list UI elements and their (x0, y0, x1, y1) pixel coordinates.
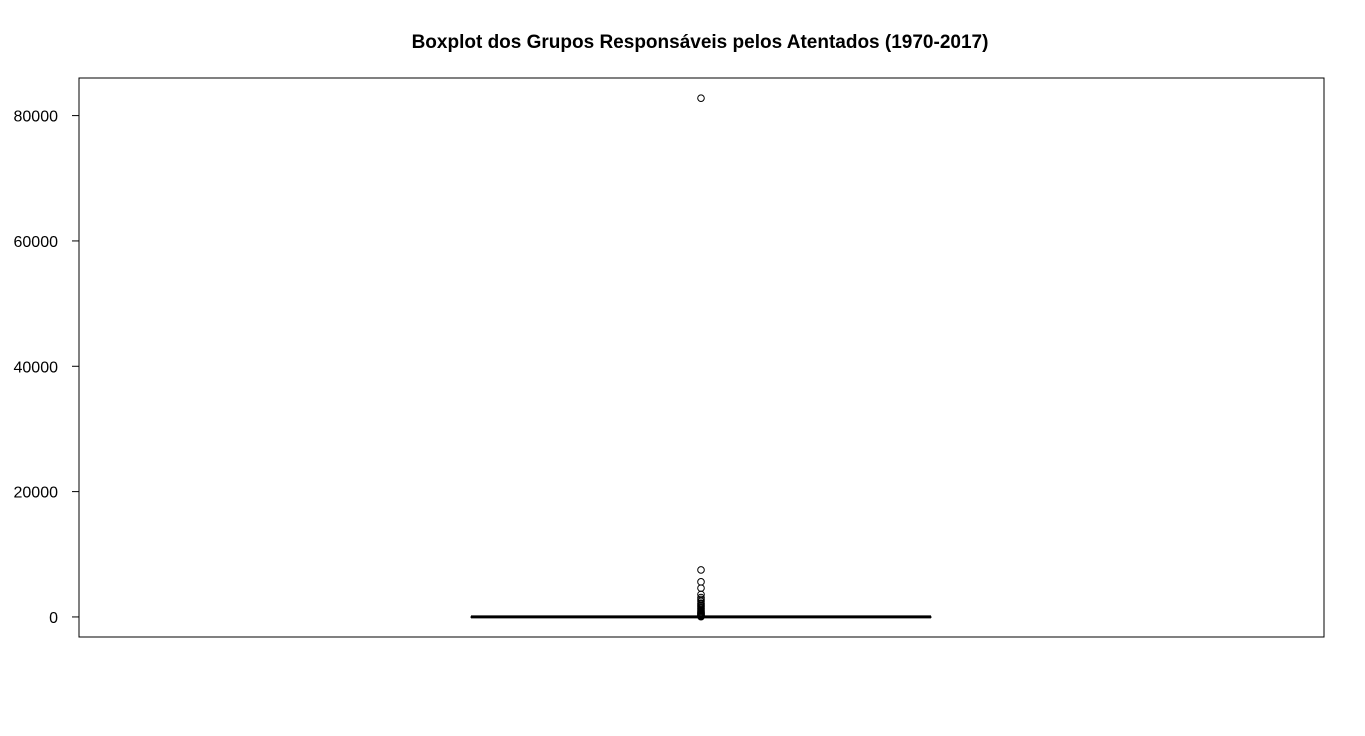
y-axis: 0 20000 40000 60000 80000 (14, 109, 80, 627)
outlier-point (697, 578, 705, 586)
chart-title: Boxplot dos Grupos Responsáveis pelos At… (412, 32, 989, 53)
plot-frame (78, 77, 1325, 638)
outlier-point (697, 584, 705, 592)
outlier-point (697, 94, 705, 102)
y-tick-label: 20000 (14, 485, 59, 502)
outlier-point (697, 566, 705, 574)
y-tick-label: 80000 (14, 109, 59, 126)
y-tick-label: 0 (49, 610, 58, 627)
outlier-point (697, 612, 705, 621)
y-tick-label: 40000 (14, 359, 59, 376)
y-tick-label: 60000 (14, 234, 59, 251)
outlier-group (697, 94, 705, 621)
